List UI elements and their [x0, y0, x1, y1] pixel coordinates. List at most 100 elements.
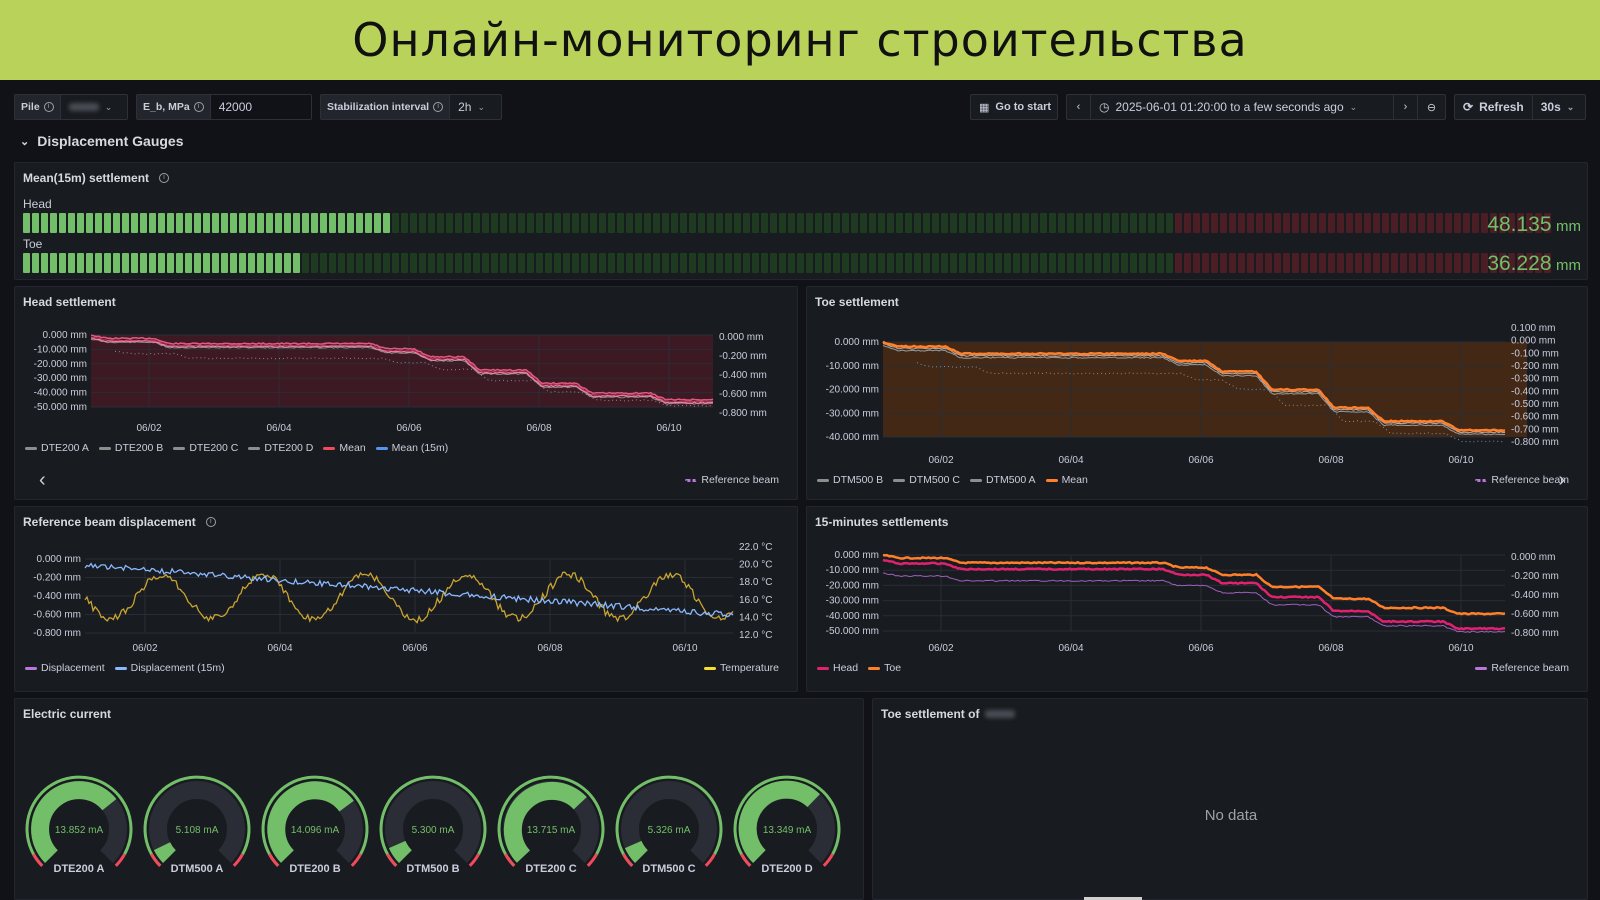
bar-segment: [698, 213, 705, 233]
x-tick-label: 06/04: [1058, 455, 1083, 466]
legend-item[interactable]: DTM500 C: [893, 474, 960, 486]
legend-swatch: [248, 446, 261, 450]
y-tick-label: 0.000 mm: [43, 330, 87, 341]
gauge-threshold-arc: [615, 775, 723, 867]
y-right-tick-label: -0.600 mm: [1511, 412, 1559, 423]
gauge-fill: [624, 840, 649, 863]
bar-segment: [1454, 213, 1461, 233]
refresh-interval-select[interactable]: 30s ⌄: [1533, 100, 1583, 114]
stabilization-select[interactable]: Stabilization interval i 2h ⌄: [320, 94, 502, 120]
bar-segment: [1202, 213, 1209, 233]
chevron-left-icon[interactable]: ‹: [1067, 95, 1091, 119]
bar-segment: [374, 213, 381, 233]
legend-item[interactable]: DTE200 B: [98, 442, 163, 454]
zoom-out-icon[interactable]: ⊖: [1417, 95, 1445, 119]
legend-item[interactable]: DTE200 D: [248, 442, 313, 454]
toe-series-line: [882, 343, 1506, 434]
x-tick-label: 06/06: [396, 423, 421, 434]
toe-of-panel-title: Toe settlement of: [881, 707, 980, 721]
legend-item[interactable]: Mean (15m): [375, 442, 448, 454]
mean-settlement-panel: Mean(15m) settlement i Head 48.135 mm To…: [14, 162, 1588, 280]
bar-segment: [428, 253, 435, 273]
min15-chart: 0.000 mm -10.000 mm -20.000 mm -30.000 mm -4…: [826, 550, 1559, 654]
bar-segment: [311, 213, 318, 233]
bar-segment: [185, 253, 192, 273]
carousel-next-icon[interactable]: ›: [1558, 469, 1565, 491]
bar-segment: [1319, 253, 1326, 273]
y-right-tick-label: 0.000 mm: [719, 332, 763, 343]
eb-input[interactable]: 42000: [210, 95, 311, 119]
temperature-line: [84, 571, 734, 624]
gauge-threshold-arc: [822, 853, 834, 867]
bar-segment: [1265, 213, 1272, 233]
bar-segment: [1328, 253, 1335, 273]
bar-segment: [1391, 213, 1398, 233]
y-right-tick-label: 22.0 °C: [739, 542, 772, 553]
legend-item[interactable]: DTE200 A: [25, 442, 89, 454]
legend-item[interactable]: DTM500 A: [969, 474, 1036, 486]
info-icon: i: [433, 102, 444, 112]
legend-item[interactable]: Toe: [868, 662, 901, 674]
legend-label: Head: [833, 662, 859, 674]
bar-segment: [1193, 213, 1200, 233]
section-header[interactable]: ⌄ Displacement Gauges: [20, 133, 184, 149]
bar-segment: [1544, 253, 1551, 273]
bar-segment: [1085, 253, 1092, 273]
x-tick-label: 06/04: [1058, 643, 1083, 654]
pile-select[interactable]: Pile i ⌄: [14, 94, 128, 120]
bar-segment: [275, 213, 282, 233]
legend-item[interactable]: Displacement: [25, 662, 105, 674]
bar-segment: [257, 253, 264, 273]
bar-segment: [86, 213, 93, 233]
chevron-down-icon: ⌄: [1566, 101, 1575, 112]
legend-item-reference-beam[interactable]: Reference beam: [685, 474, 779, 486]
chevron-down-icon: ⌄: [477, 101, 486, 112]
legend-item[interactable]: Mean: [1045, 474, 1088, 486]
bar-segment: [1247, 253, 1254, 273]
bar-segment: [1472, 213, 1479, 233]
bar-segment: [149, 213, 156, 233]
legend-item[interactable]: Head: [817, 662, 858, 674]
time-range-button[interactable]: ◷ 2025-06-01 01:20:00 to a few seconds a…: [1091, 100, 1393, 114]
bar-segment: [320, 213, 327, 233]
x-tick-label: 06/08: [526, 423, 551, 434]
bar-segment: [716, 253, 723, 273]
bar-segment: [194, 213, 201, 233]
bar-segment: [491, 253, 498, 273]
bar-segment: [1409, 213, 1416, 233]
y-tick-label: -40.000 mm: [826, 432, 879, 443]
x-tick-label: 06/10: [1448, 455, 1473, 466]
bar-segment: [518, 253, 525, 273]
bar-segment: [995, 213, 1002, 233]
bar-segment: [1481, 253, 1488, 273]
y-tick-label: -0.400 mm: [33, 591, 81, 602]
pile-name-redacted: [985, 710, 1016, 718]
bar-segment: [1391, 253, 1398, 273]
bar-segment: [356, 213, 363, 233]
refresh-label: Refresh: [1479, 100, 1524, 114]
go-to-start-button[interactable]: ▦ Go to start: [970, 94, 1058, 120]
bar-segment: [950, 253, 957, 273]
legend-item-reference-beam[interactable]: Reference beam: [1475, 474, 1569, 486]
chevron-right-icon[interactable]: ›: [1393, 95, 1417, 119]
legend-item[interactable]: Mean: [323, 442, 366, 454]
toe-value-unit: mm: [1556, 257, 1581, 274]
legend-item[interactable]: DTE200 C: [173, 442, 238, 454]
legend-item-temperature[interactable]: Temperature: [704, 662, 779, 674]
y-right-tick-label: -0.400 mm: [1511, 386, 1559, 397]
bar-segment: [626, 213, 633, 233]
carousel-prev-icon[interactable]: ‹: [39, 469, 46, 491]
head-value-number: 48.135: [1487, 213, 1552, 236]
bar-segment: [680, 253, 687, 273]
bar-segment: [806, 213, 813, 233]
bar-segment: [374, 253, 381, 273]
bar-segment: [824, 213, 831, 233]
bar-segment: [644, 253, 651, 273]
legend-item[interactable]: DTM500 B: [817, 474, 883, 486]
bar-segment: [1112, 253, 1119, 273]
refresh-button[interactable]: ⟳ Refresh: [1455, 95, 1533, 119]
bar-segment: [347, 213, 354, 233]
bar-segment: [1373, 213, 1380, 233]
legend-item[interactable]: Displacement (15m): [114, 662, 225, 674]
legend-item-reference-beam[interactable]: Reference beam: [1475, 662, 1569, 674]
